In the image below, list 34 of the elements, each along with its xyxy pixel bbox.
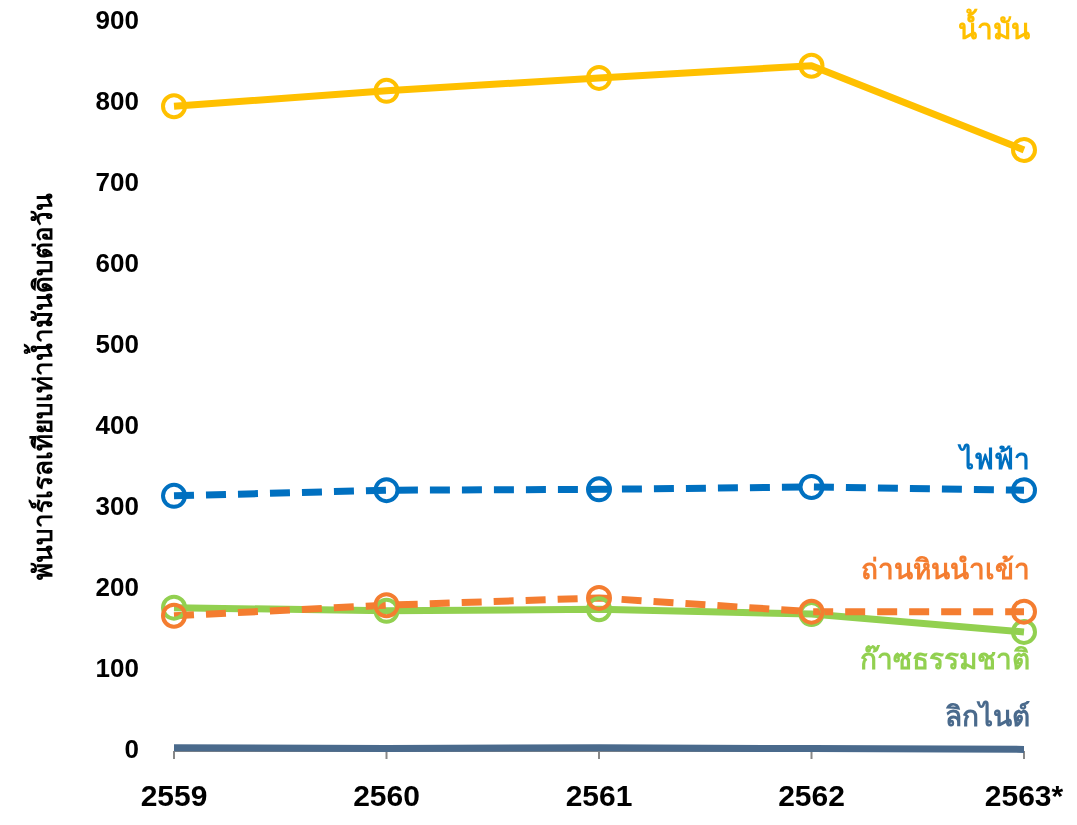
x-tick-label: 2561: [565, 779, 633, 812]
point: [1011, 477, 1037, 504]
x-tick-label: 2563*: [984, 779, 1064, 812]
y-tick-label: 300: [95, 490, 139, 521]
point: [373, 592, 400, 619]
y-tick-label: 900: [95, 4, 139, 35]
point: [586, 584, 612, 611]
point: [1011, 136, 1037, 163]
y-tick-label: 200: [95, 571, 139, 602]
x-tick-label: 2559: [140, 779, 208, 812]
series-label: ถ่านหินนำเข้า: [861, 554, 1030, 586]
point: [373, 477, 400, 504]
point: [798, 473, 825, 500]
point: [586, 476, 612, 503]
y-tick-label: 400: [95, 409, 139, 440]
x-tick-label: 2562: [778, 779, 845, 812]
x-tick-label: 2560: [353, 779, 420, 812]
point: [1011, 598, 1037, 625]
series-label: ก๊าซธรรมชาติ: [860, 644, 1030, 676]
y-tick-label: 0: [124, 733, 139, 764]
y-tick-label: 600: [95, 247, 139, 278]
series-label: ไฟฟ้า: [957, 442, 1030, 475]
point: [373, 77, 400, 104]
y-axis-title: พันบาร์เรลเทียบเท่าน้ำมันดิบต่อวัน: [23, 193, 58, 580]
y-tick-label: 700: [95, 166, 139, 197]
y-tick-label: 500: [95, 328, 139, 359]
y-tick-label: 100: [95, 652, 139, 683]
point: [586, 64, 612, 91]
point: [161, 482, 187, 509]
point: [161, 602, 187, 629]
series-label: ลิกไนต์: [945, 699, 1030, 732]
point: [798, 52, 825, 79]
y-tick-label: 800: [95, 85, 139, 116]
point: [161, 93, 187, 120]
